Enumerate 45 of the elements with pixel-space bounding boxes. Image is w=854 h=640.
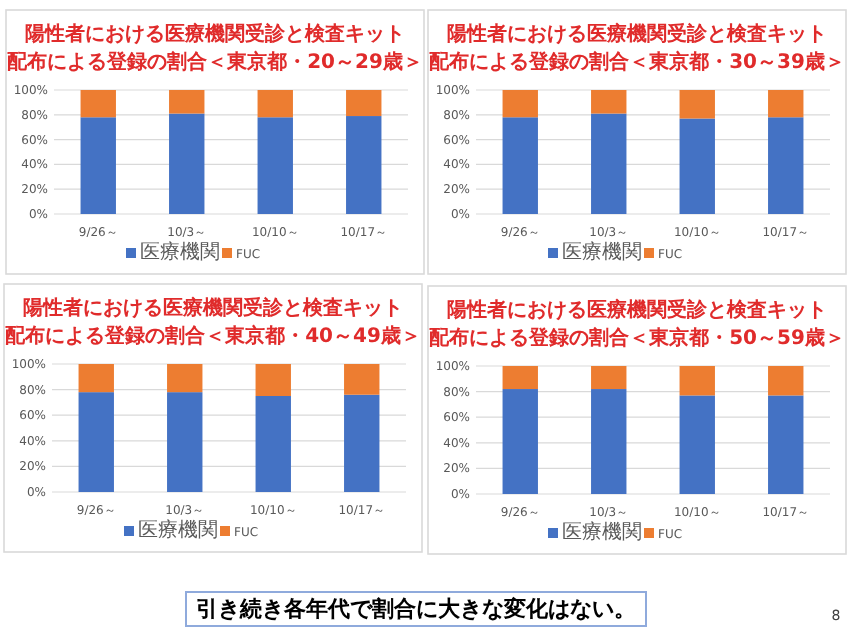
bar: [502, 117, 538, 214]
bar: [768, 90, 804, 118]
bar: [169, 113, 205, 214]
bar: [768, 117, 804, 214]
bar: [78, 364, 114, 393]
bar: [679, 395, 715, 494]
bar: [502, 389, 538, 494]
chart-title: 陽性者における医療機関受診と検査キット: [25, 22, 405, 46]
chart-title: 陽性者における医療機関受診と検査キット: [447, 22, 827, 46]
bar: [169, 90, 205, 114]
legend-label: 医療機関: [562, 520, 642, 544]
chart-subtitle: 配布による登録の割合＜東京都・20～29歳＞: [7, 50, 423, 74]
chart-subtitle: 配布による登録の割合＜東京都・40～49歳＞: [5, 324, 421, 348]
bar: [591, 113, 627, 214]
bar: [502, 90, 538, 118]
bar: [346, 116, 382, 214]
bar: [679, 90, 715, 119]
bar: [80, 117, 116, 214]
bar: [255, 396, 291, 492]
chart-title: 陽性者における医療機関受診と検査キット: [23, 296, 403, 320]
bar: [167, 364, 203, 393]
legend-label: 医療機関: [140, 240, 220, 264]
bar: [257, 117, 293, 214]
bar: [344, 364, 380, 395]
chart-subtitle: 配布による登録の割合＜東京都・50～59歳＞: [429, 326, 845, 350]
text: 引き続き各年代で割合に大きな変化はない。: [196, 596, 636, 622]
chart-title: 陽性者における医療機関受診と検査キット: [447, 298, 827, 322]
bar: [346, 90, 382, 117]
bar: [167, 392, 203, 492]
bar: [591, 366, 627, 390]
bar: [679, 118, 715, 214]
legend-label: 医療機関: [562, 240, 642, 264]
bar: [502, 366, 538, 390]
bar: [255, 364, 291, 396]
bar: [344, 394, 380, 492]
chart-subtitle: 配布による登録の割合＜東京都・30～39歳＞: [429, 50, 845, 74]
bar: [80, 90, 116, 118]
bar: [768, 395, 804, 494]
bar: [591, 389, 627, 494]
legend-label: 医療機関: [138, 518, 218, 542]
bar: [78, 392, 114, 492]
bar: [768, 366, 804, 396]
bar: [257, 90, 293, 118]
bar: [591, 90, 627, 114]
bar: [679, 366, 715, 396]
